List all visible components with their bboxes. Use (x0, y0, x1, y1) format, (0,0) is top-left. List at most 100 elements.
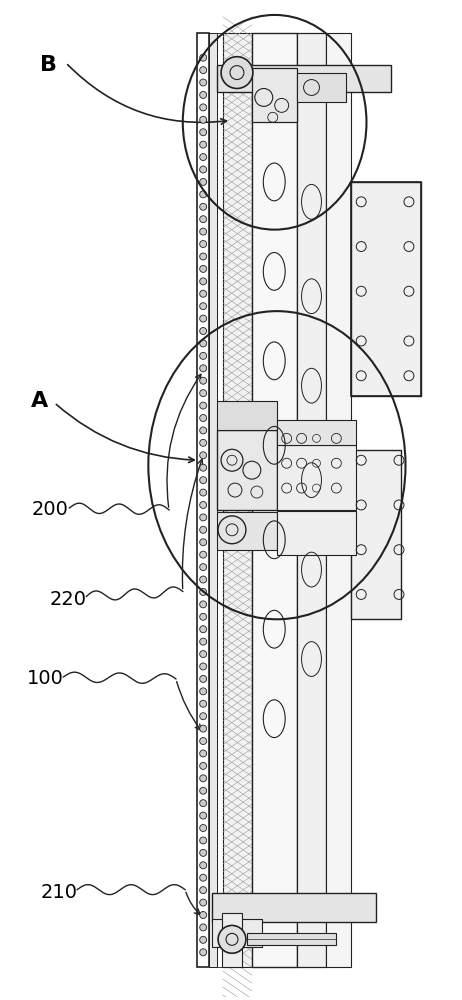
Circle shape (200, 67, 207, 74)
Text: 100: 100 (27, 669, 63, 688)
Bar (277, 511, 356, 555)
Circle shape (200, 415, 207, 421)
Bar (217, 512, 277, 550)
Text: 210: 210 (40, 883, 78, 902)
Circle shape (200, 203, 207, 210)
Circle shape (200, 439, 207, 446)
Circle shape (200, 352, 207, 359)
Circle shape (200, 241, 207, 248)
Circle shape (200, 54, 207, 61)
Circle shape (200, 328, 207, 335)
Circle shape (200, 936, 207, 943)
Circle shape (200, 750, 207, 757)
Circle shape (200, 427, 207, 434)
Bar (351, 450, 401, 619)
Bar (197, 33, 209, 967)
Circle shape (200, 762, 207, 769)
Circle shape (200, 862, 207, 869)
Circle shape (200, 340, 207, 347)
Circle shape (200, 849, 207, 856)
Circle shape (200, 377, 207, 384)
Circle shape (200, 278, 207, 285)
Bar (327, 33, 351, 967)
Circle shape (200, 402, 207, 409)
Circle shape (200, 129, 207, 136)
Circle shape (200, 912, 207, 918)
Bar (223, 33, 252, 967)
Bar (277, 420, 356, 445)
Circle shape (200, 899, 207, 906)
Circle shape (200, 253, 207, 260)
Circle shape (200, 501, 207, 508)
Circle shape (200, 141, 207, 148)
Bar (277, 445, 356, 510)
Text: 220: 220 (49, 590, 86, 609)
Circle shape (200, 576, 207, 583)
Circle shape (200, 738, 207, 745)
Circle shape (200, 228, 207, 235)
Circle shape (200, 725, 207, 732)
Circle shape (200, 812, 207, 819)
Circle shape (200, 551, 207, 558)
Circle shape (200, 787, 207, 794)
Circle shape (200, 588, 207, 595)
Circle shape (200, 601, 207, 608)
Bar (209, 33, 217, 967)
Circle shape (200, 688, 207, 695)
Text: B: B (40, 55, 57, 75)
Circle shape (200, 564, 207, 571)
Bar (351, 182, 421, 396)
Circle shape (200, 216, 207, 223)
Circle shape (200, 390, 207, 397)
Circle shape (200, 452, 207, 459)
Circle shape (200, 303, 207, 310)
Circle shape (200, 116, 207, 123)
Circle shape (200, 365, 207, 372)
Circle shape (200, 154, 207, 161)
Circle shape (200, 825, 207, 831)
Circle shape (200, 489, 207, 496)
Bar (217, 65, 391, 92)
Circle shape (200, 91, 207, 98)
Bar (252, 68, 297, 122)
Circle shape (200, 949, 207, 956)
Bar (252, 33, 297, 967)
Circle shape (200, 713, 207, 720)
Circle shape (200, 265, 207, 272)
Circle shape (200, 191, 207, 198)
Circle shape (221, 57, 253, 88)
Circle shape (200, 79, 207, 86)
Circle shape (200, 166, 207, 173)
Circle shape (200, 874, 207, 881)
Circle shape (218, 925, 246, 953)
Text: A: A (31, 391, 49, 411)
Circle shape (200, 675, 207, 682)
Circle shape (200, 290, 207, 297)
Bar (297, 73, 346, 102)
Bar (222, 913, 242, 967)
Bar (217, 430, 277, 510)
Bar (351, 182, 421, 396)
Bar (297, 33, 327, 967)
Circle shape (200, 104, 207, 111)
Circle shape (200, 514, 207, 521)
Circle shape (200, 924, 207, 931)
Text: 200: 200 (31, 500, 68, 519)
Circle shape (200, 651, 207, 658)
Circle shape (200, 700, 207, 707)
Circle shape (200, 539, 207, 546)
Circle shape (200, 663, 207, 670)
Circle shape (200, 775, 207, 782)
Circle shape (200, 464, 207, 471)
Circle shape (200, 837, 207, 844)
Bar (212, 919, 262, 947)
Circle shape (200, 315, 207, 322)
Circle shape (200, 887, 207, 894)
Circle shape (200, 800, 207, 807)
Bar (217, 33, 223, 967)
Circle shape (200, 613, 207, 620)
Bar (217, 401, 277, 430)
Circle shape (200, 526, 207, 533)
Circle shape (200, 477, 207, 484)
Bar (212, 893, 376, 922)
